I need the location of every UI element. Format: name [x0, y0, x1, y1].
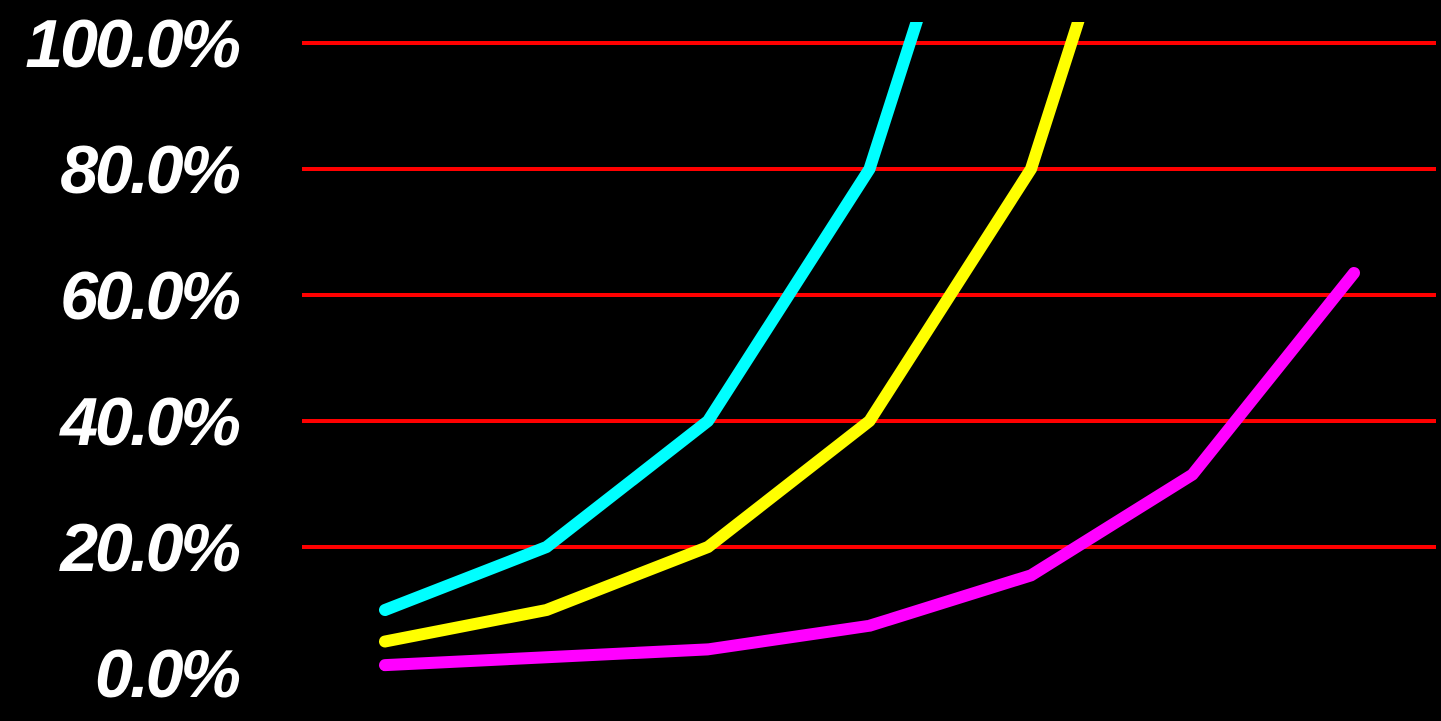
- series-lines: [379, 22, 1360, 672]
- y-tick-label: 40.0%: [58, 384, 239, 460]
- y-axis-tick-labels: 0.0% 20.0% 40.0% 60.0% 80.0% 100.0%: [25, 6, 242, 712]
- gridlines: [302, 41, 1436, 549]
- series-line-3: [379, 266, 1360, 672]
- y-tick-label: 20.0%: [58, 510, 239, 586]
- series-line-2: [379, 22, 1085, 648]
- y-tick-label: 0.0%: [95, 636, 240, 712]
- y-tick-label: 60.0%: [60, 258, 239, 334]
- y-tick-label: 80.0%: [60, 132, 239, 208]
- series-line-1: [379, 22, 923, 616]
- y-tick-label: 100.0%: [25, 6, 239, 82]
